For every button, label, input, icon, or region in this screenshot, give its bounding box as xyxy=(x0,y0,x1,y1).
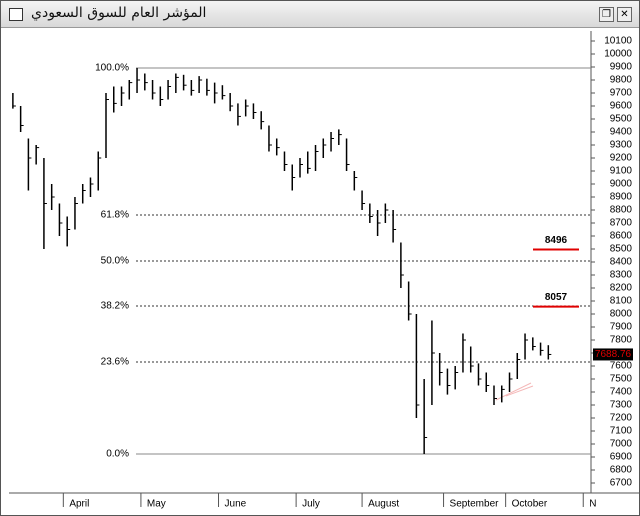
y-tick-label: 9000 xyxy=(610,179,633,190)
y-tick-label: 7200 xyxy=(610,413,633,424)
y-tick-label: 7000 xyxy=(610,439,633,450)
y-tick-label: 6900 xyxy=(610,452,633,463)
y-tick-label: 10100 xyxy=(604,36,632,47)
y-tick-label: 8200 xyxy=(610,283,633,294)
y-tick-label: 7400 xyxy=(610,387,633,398)
x-tick-label: September xyxy=(450,499,500,510)
fib-label: 23.6% xyxy=(101,357,129,368)
x-tick-label: August xyxy=(368,499,399,510)
y-tick-label: 9400 xyxy=(610,127,633,138)
y-tick-label: 8300 xyxy=(610,270,633,281)
x-tick-label: June xyxy=(225,499,247,510)
fib-label: 0.0% xyxy=(106,449,129,460)
y-tick-label: 7800 xyxy=(610,335,633,346)
window-icon xyxy=(9,8,23,21)
y-tick-label: 8500 xyxy=(610,244,633,255)
window-title: المؤشر العام للسوق السعودي xyxy=(31,5,207,21)
y-tick-label: 9300 xyxy=(610,140,633,151)
last-price-label: 7688.76 xyxy=(595,349,632,360)
target-label: 8057 xyxy=(545,292,568,303)
y-tick-label: 7100 xyxy=(610,426,633,437)
y-tick-label: 7300 xyxy=(610,400,633,411)
y-tick-label: 9100 xyxy=(610,166,633,177)
x-tick-label: July xyxy=(302,499,320,510)
y-tick-label: 8400 xyxy=(610,257,633,268)
y-tick-label: 6700 xyxy=(610,478,633,489)
fib-label: 100.0% xyxy=(95,63,129,74)
x-tick-label: N xyxy=(589,499,596,510)
y-tick-label: 9600 xyxy=(610,101,633,112)
y-tick-label: 7600 xyxy=(610,361,633,372)
y-tick-label: 8900 xyxy=(610,192,633,203)
y-tick-label: 8100 xyxy=(610,296,633,307)
y-tick-label: 9800 xyxy=(610,75,633,86)
last-price-box xyxy=(593,348,633,361)
y-tick-label: 7900 xyxy=(610,322,633,333)
y-tick-label: 6800 xyxy=(610,465,633,476)
fib-label: 50.0% xyxy=(101,256,129,267)
y-tick-label: 8600 xyxy=(610,231,633,242)
chart-bg xyxy=(1,28,639,515)
y-tick-label: 8800 xyxy=(610,205,633,216)
y-tick-label: 9200 xyxy=(610,153,633,164)
y-tick-label: 9700 xyxy=(610,88,633,99)
y-tick-label: 7500 xyxy=(610,374,633,385)
x-tick-label: April xyxy=(69,499,89,510)
y-tick-label: 9500 xyxy=(610,114,633,125)
y-tick-label: 8700 xyxy=(610,218,633,229)
x-tick-label: October xyxy=(512,499,548,510)
fib-label: 61.8% xyxy=(101,210,129,221)
close-button[interactable]: ✕ xyxy=(617,7,632,22)
restore-button[interactable]: ❐ xyxy=(599,7,614,22)
y-tick-label: 10000 xyxy=(604,49,632,60)
y-tick-label: 8000 xyxy=(610,309,633,320)
trend-line xyxy=(505,385,534,397)
target-label: 8496 xyxy=(545,235,568,246)
title-bar: المؤشر العام للسوق السعودي ❐ ✕ xyxy=(1,1,639,28)
y-tick-label: 9900 xyxy=(610,62,633,73)
x-tick-label: May xyxy=(147,499,166,510)
chart: 6700 6800 6900 7000 7100 7200 7300 7400 7500 7600… xyxy=(1,28,639,515)
fib-label: 38.2% xyxy=(101,301,129,312)
